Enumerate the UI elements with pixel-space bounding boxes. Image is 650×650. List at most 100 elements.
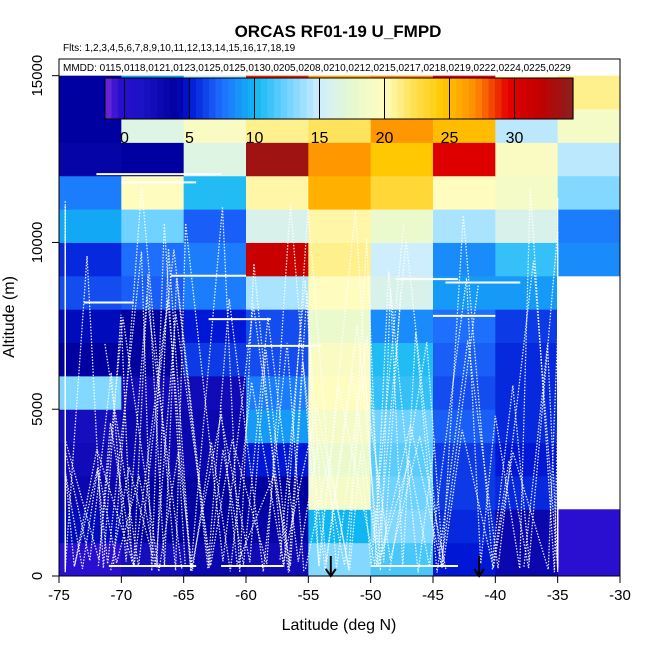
colorbar-segment [228,78,236,119]
flight-track [491,231,559,570]
colorbar-segment [118,78,126,119]
heatmap-cell [557,542,621,577]
colorbar-segment [462,78,470,119]
colorbar-segment [105,78,113,119]
heatmap-cell [121,242,185,277]
colorbar-segment [196,78,204,119]
colorbar-segment [404,78,412,119]
colorbar-segment [384,78,392,119]
flight-track [74,206,405,573]
heatmap-cell [183,175,247,210]
heatmap-cell [495,509,559,544]
colorbar: 0 5 10 15 20 25 30 [104,77,574,147]
x-tick-label: -40 [484,587,506,604]
y-tick-label: 10000 [29,222,46,264]
heatmap-cell [121,442,185,477]
colorbar-tick-label: 20 [376,130,394,147]
colorbar-segment [436,78,444,119]
colorbar-segment [566,78,574,119]
heatmap-cell [308,442,372,477]
x-tick-label: -45 [422,587,444,604]
flight-track [64,246,291,572]
colorbar-segment [378,78,386,119]
colorbar-segment [391,78,399,119]
colorbar-segment [339,78,347,119]
flights-note: Flts: 1,2,3,4,5,6,7,8,9,10,11,12,13,14,1… [63,43,296,54]
heatmap-cell [370,142,434,177]
mmdd-note: MMDD: 0115,0118,0121,0123,0125,0125,0130… [63,63,571,74]
heatmap-cell [121,209,185,243]
heatmap-cell [59,442,122,477]
colorbar-segment [293,78,301,119]
colorbar-tick-label: 15 [311,130,329,147]
flight-track [219,215,530,572]
colorbar-segment [488,78,496,119]
colorbar-segment [176,78,184,119]
heatmap-cell [183,309,247,344]
heatmap-cell [433,342,496,377]
flight-track [104,249,447,570]
heatmap-cell [370,209,434,243]
colorbar-segment [358,78,366,119]
colorbar-segment [280,78,288,119]
flight-track [64,223,186,573]
heatmap-cell [370,242,434,277]
colorbar-segment [254,78,262,119]
colorbar-segment [449,78,457,119]
heatmap-cell [557,509,621,544]
heatmap-cell [59,342,122,377]
colorbar-tick-label: 25 [441,130,459,147]
colorbar-segment [157,78,165,119]
heatmap-cell [183,242,247,277]
x-tick-label: -70 [110,587,132,604]
x-tick-label: -50 [360,587,382,604]
heatmap-cell [433,409,496,444]
heatmap-cell [59,142,122,177]
colorbar-segment [313,78,321,119]
colorbar-segment [527,78,535,119]
heatmap-cell [121,275,185,310]
colorbar-segment [547,78,555,119]
heatmap-cell [495,209,559,243]
heatmap-cell [183,542,247,577]
heatmap-cell [183,375,247,410]
heatmap-cell [308,242,372,277]
colorbar-segment [495,78,503,119]
heatmap-cell [308,309,372,344]
colorbar-segment [365,78,373,119]
heatmap-cell [59,375,122,410]
heatmap-cell [183,142,247,177]
plot-frame [58,58,621,577]
heatmap-cell [495,142,559,177]
colorbar-segment [124,78,132,119]
x-axis-label: Latitude (deg N) [282,617,397,634]
colorbar-segment [209,78,217,119]
heatmap-cell [121,175,185,210]
flight-track [110,203,479,571]
colorbar-segment [326,78,334,119]
heatmap-cell [308,142,372,177]
colorbar-segment [235,78,243,119]
colorbar-tick-label: 0 [120,130,129,147]
heatmap-cell [557,209,621,243]
colorbar-segment [482,78,490,119]
colorbar-segment [397,78,405,119]
heatmap-cell [433,309,496,344]
colorbar-segment [202,78,210,119]
colorbar-segment [241,78,249,119]
colorbar-segment [306,78,314,119]
heatmap-cell [183,209,247,243]
heatmap-cell [308,209,372,243]
colorbar-segment [267,78,275,119]
chart-title: ORCAS RF01-19 U_FMPD [235,22,442,41]
y-tick-label: 5000 [29,393,46,426]
colorbar-segment [514,78,522,119]
heatmap-cell [433,242,496,277]
y-tick-label: 15000 [29,55,46,97]
heatmap-cell [246,542,309,577]
colorbar-segment [170,78,178,119]
heatmap-cell [246,142,309,177]
heatmap-cell [183,275,247,310]
colorbar-segment [163,78,171,119]
